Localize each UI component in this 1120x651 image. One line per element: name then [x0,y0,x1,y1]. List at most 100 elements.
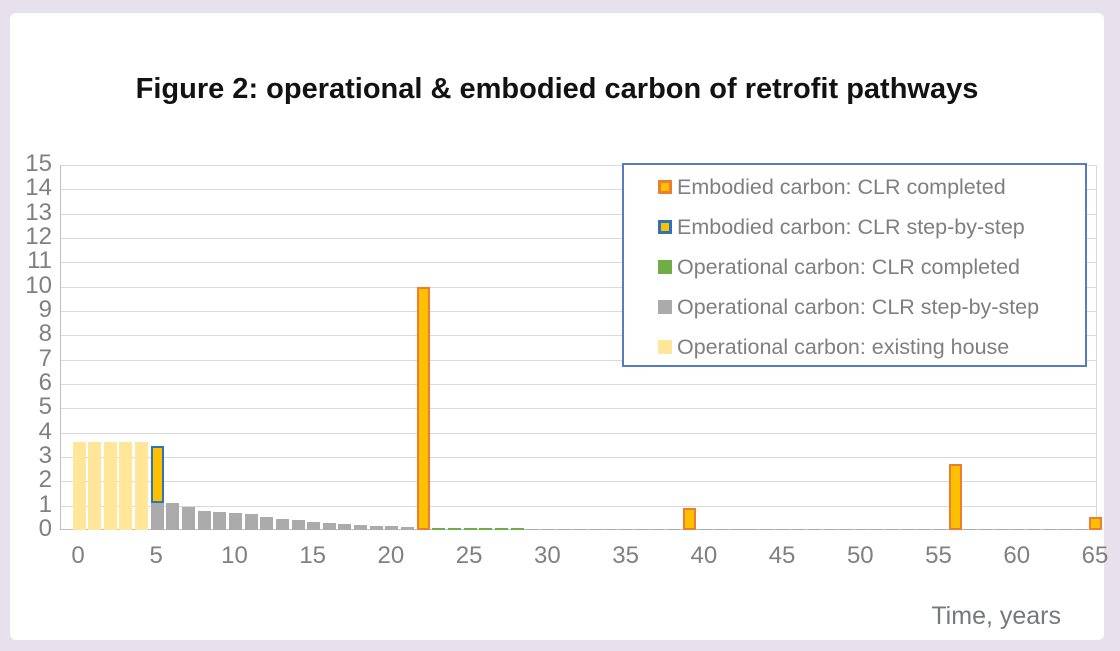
y-tick-label: 11 [27,247,52,275]
y-tick-label: 5 [38,393,52,421]
bar-op_step [870,528,884,530]
gridline [61,481,1096,483]
bar-op_step [1058,528,1072,530]
legend-marker-icon [658,180,672,194]
legend-label: Embodied carbon: CLR completed [677,174,1006,199]
bar-op_step [322,523,336,530]
bar-op_step [745,528,759,530]
legend-item: Embodied carbon: CLR step-by-step [624,207,1085,247]
y-tick-label: 4 [38,417,52,445]
legend-item: Operational carbon: existing house [624,327,1085,367]
bar-op_step [667,528,681,530]
bar-op_step [729,528,743,530]
bar-op_existing [119,442,133,530]
bar-op_step [385,526,399,530]
bar-op_step [698,528,712,530]
x-tick-label: 10 [221,542,248,569]
y-tick-label: 3 [38,442,52,469]
legend-label: Operational carbon: existing house [677,334,1010,359]
bar-op_step [588,528,602,530]
y-tick-label: 1 [38,490,52,518]
bar-emb_completed [1089,516,1103,530]
bar-op_existing [72,442,86,530]
bar-op_step [933,528,947,530]
legend-marker-icon [658,220,672,234]
bar-op_step [197,510,211,530]
gridline [61,311,1096,312]
bar-op_step [275,519,289,530]
y-tick-label: 10 [25,271,52,299]
bar-op_step [964,528,978,530]
bar-op_step [166,503,180,530]
gridline [61,189,1096,191]
y-tick-label: 6 [38,369,52,396]
bar-op_step [260,516,274,530]
bar-op_step [995,528,1009,530]
bar-op_step [839,528,853,530]
plot-area [60,165,1103,530]
bar-op_step [182,506,196,530]
legend-label: Operational carbon: CLR completed [677,254,1020,279]
bar-emb_completed [682,508,696,530]
chart-title: Figure 2: operational & embodied carbon … [135,73,979,105]
bar-op_step [1026,528,1040,530]
bar-op_step [1042,528,1056,530]
x-tick-label: 65 [1081,542,1109,569]
legend-label: Embodied carbon: CLR step-by-step [677,214,1025,239]
x-tick-label: 60 [1003,542,1031,569]
legend-marker-icon [658,340,672,354]
bar-emb_completed [416,286,430,530]
chart-panel: Figure 2: operational & embodied carbon … [10,13,1108,640]
x-tick-label: 45 [768,542,796,569]
x-tick-label: 35 [612,542,639,569]
bar-op_step [854,528,868,530]
bar-op_step [338,524,352,530]
bar-op_completed [448,528,461,530]
bar-op_step [620,528,634,530]
bar-emb_step [150,446,164,504]
legend: Embodied carbon: CLR completed Embodied c… [622,163,1087,367]
y-tick-label: 0 [38,515,52,542]
x-tick-label: 30 [534,542,561,569]
bar-op_existing [103,442,117,530]
bar-op_step [557,528,571,530]
y-tick-label: 9 [38,296,52,323]
bar-op_step [979,528,993,530]
bar-op_step [917,528,931,530]
legend-item: Operational carbon: CLR completed [624,247,1085,287]
y-tick-label: 2 [38,466,52,494]
bar-op_step [244,514,258,530]
bar-op_step [713,528,727,530]
bar-op_step [886,528,900,530]
bar-op_completed [494,528,508,530]
gridline [61,457,1096,458]
bar-op_step [1073,528,1087,530]
bar-emb_completed [948,464,962,530]
bar-op_step [776,528,790,530]
legend-item: Embodied carbon: CLR completed [624,167,1085,207]
y-tick-label: 8 [38,320,52,348]
bar-op_step [213,511,227,530]
legend-marker-icon [658,260,672,274]
x-tick-label: 5 [149,542,163,569]
gridline [61,432,1096,434]
gridline [61,165,1096,166]
x-tick-label: 15 [299,542,327,569]
gridline [61,384,1096,385]
gridline [61,262,1096,264]
bar-op_step [401,527,415,530]
gridline [61,359,1096,361]
bar-op_step [635,528,649,530]
bar-op_step [604,528,618,530]
bar-op_step [369,525,383,530]
bar-op_step [291,520,305,530]
x-tick-label: 40 [690,542,718,569]
gridline [61,335,1096,337]
bar-op_completed [510,528,524,530]
legend-label: Operational carbon: CLR step-by-step [677,294,1040,319]
x-tick-label: 0 [71,542,85,569]
bar-op_step [651,528,665,530]
bar-op_step [526,528,540,530]
bar-op_step [354,525,368,530]
x-tick-label: 50 [846,542,874,569]
